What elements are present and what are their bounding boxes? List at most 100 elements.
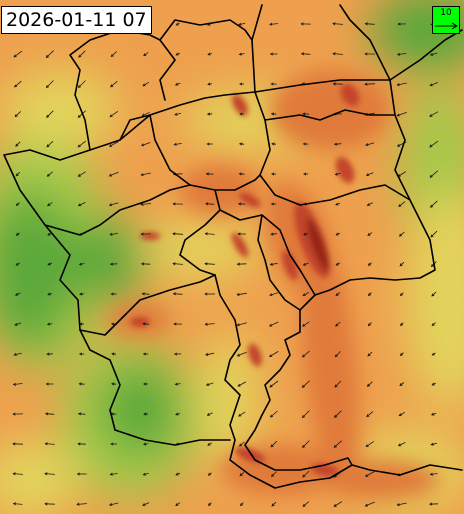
wind-arrow: [77, 171, 86, 177]
wind-arrow: [335, 292, 341, 297]
wind-arrow: [303, 172, 309, 176]
wind-arrow: [207, 502, 212, 506]
wind-arrow: [238, 172, 245, 176]
wind-arrow: [429, 472, 438, 476]
wind-arrow: [110, 51, 117, 58]
wind-arrow: [396, 82, 407, 87]
wind-arrow: [175, 412, 181, 416]
wind-arrow: [302, 142, 309, 146]
wind-arrow: [431, 291, 437, 297]
wind-arrow: [143, 52, 149, 57]
wind-arrow: [334, 172, 341, 176]
wind-arrow: [46, 140, 54, 148]
wind-arrow: [204, 292, 215, 296]
wind-arrow: [397, 442, 406, 447]
wind-arrow: [78, 50, 86, 58]
wind-arrow: [175, 22, 180, 26]
wind-arrow: [140, 172, 151, 177]
wind-arrow: [142, 322, 149, 326]
wind-arrow: [47, 262, 53, 266]
wind-arrow: [269, 410, 278, 418]
wind-arrow: [367, 322, 372, 327]
wind-arrow: [238, 22, 246, 26]
wind-arrow: [142, 442, 149, 446]
border-south-inner: [79, 329, 231, 446]
wind-arrow: [45, 80, 54, 89]
wind-arrow: [15, 141, 21, 147]
border-outline: [3, 4, 463, 489]
wind-arrow: [175, 52, 181, 56]
wind-arrow: [365, 172, 374, 176]
wind-arrow: [332, 82, 343, 86]
wind-arrow: [77, 202, 86, 207]
wind-arrow: [207, 472, 212, 476]
wind-arrow: [13, 352, 22, 356]
wind-arrow: [206, 412, 213, 416]
wind-arrow: [429, 200, 438, 208]
wind-arrow: [301, 321, 310, 327]
wind-arrow: [141, 292, 150, 296]
wind-arrow: [364, 52, 375, 56]
wind-arrow: [364, 82, 376, 86]
wind-arrow: [47, 202, 53, 207]
wind-arrow: [78, 382, 85, 386]
wind-arrow: [366, 411, 374, 418]
wind-arrow: [364, 471, 375, 477]
wind-arrow: [12, 382, 23, 386]
wind-arrow: [302, 292, 310, 296]
wind-arrow: [429, 170, 439, 178]
wind-arrow: [365, 142, 375, 147]
wind-arrow: [15, 262, 21, 266]
wind-arrow: [431, 412, 437, 416]
wind-arrow: [300, 52, 311, 56]
wind-arrow: [335, 321, 341, 327]
wind-arrow: [398, 201, 406, 207]
wind-arrow: [172, 262, 183, 266]
wind-arrow: [109, 472, 118, 476]
wind-arrow: [335, 262, 341, 266]
wind-arrow: [301, 380, 310, 388]
wind-arrow: [333, 501, 343, 507]
wind-arrow: [46, 322, 53, 326]
wind-arrow: [44, 502, 55, 506]
wind-arrow: [302, 262, 309, 266]
wind-arrow: [431, 322, 437, 327]
wind-arrow: [303, 232, 309, 236]
wind-arrow: [173, 142, 182, 146]
wind-arrow: [175, 472, 181, 476]
wind-arrow: [44, 412, 55, 416]
wind-arrow: [238, 441, 245, 447]
wind-arrow: [429, 140, 439, 148]
wind-arrow: [271, 501, 277, 507]
wind-arrow: [77, 442, 86, 446]
wind-arrow: [76, 502, 87, 506]
wind-arrow: [237, 202, 246, 206]
wind-arrow: [108, 202, 119, 207]
wind-arrow: [397, 22, 406, 26]
wind-arrow: [45, 50, 54, 58]
valid-time-label: 2026-01-11 07: [1, 6, 152, 34]
admin-borders: [3, 4, 463, 489]
wind-arrow: [301, 350, 310, 358]
wind-arrow: [269, 22, 279, 26]
wind-arrow: [332, 52, 343, 56]
wind-arrow: [13, 80, 22, 88]
wind-arrow: [78, 262, 85, 266]
wind-arrow: [204, 322, 215, 326]
wind-arrow: [175, 502, 181, 506]
border-east: [254, 91, 411, 206]
wind-arrow: [430, 442, 437, 446]
wind-arrow: [431, 382, 436, 386]
wind-arrow: [367, 232, 373, 236]
wind-arrow: [172, 232, 184, 236]
wind-arrow: [142, 81, 150, 87]
wind-arrow: [77, 412, 86, 416]
wind-arrow: [237, 381, 247, 387]
wind-arrow: [399, 261, 405, 267]
wind-arrow: [46, 352, 53, 356]
wind-arrow: [236, 322, 247, 327]
border-center: [149, 114, 316, 296]
wind-arrow: [429, 502, 439, 506]
wind-arrow: [79, 292, 85, 296]
